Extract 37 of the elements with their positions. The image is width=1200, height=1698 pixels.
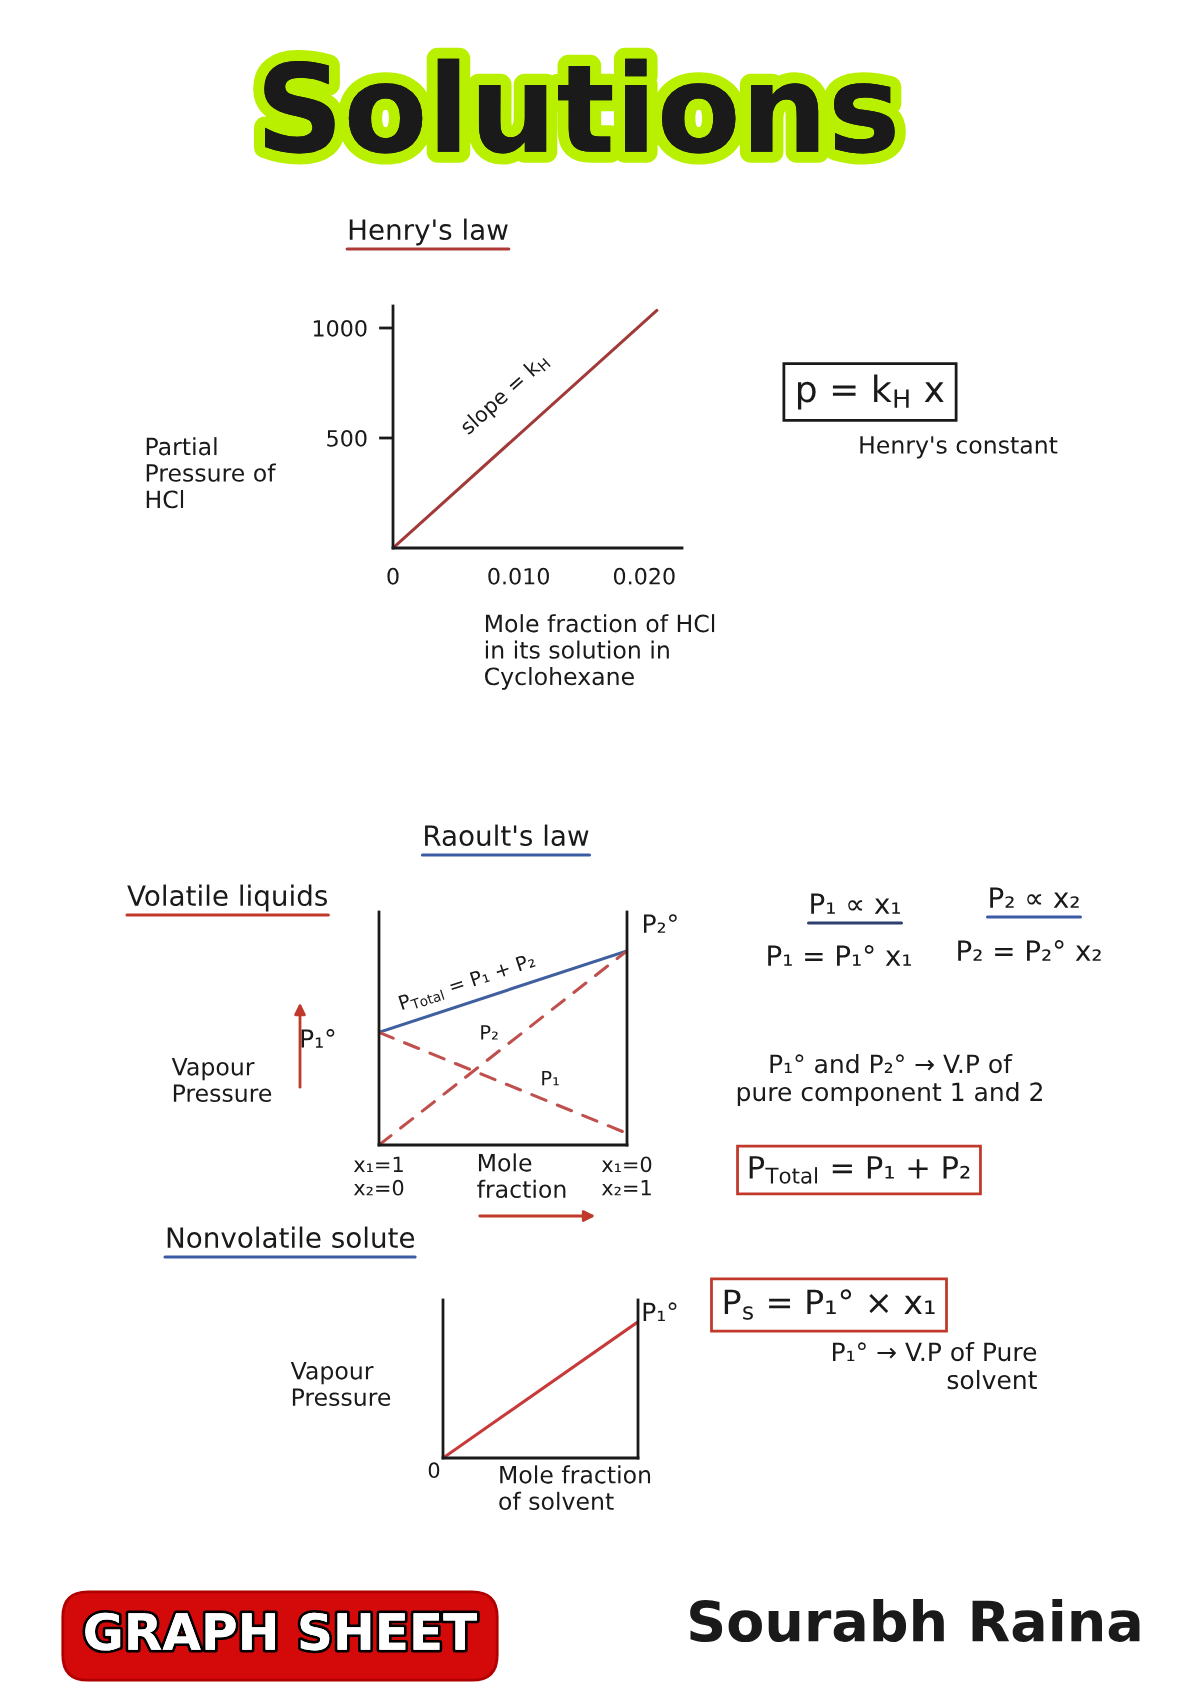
- x-axis-title: Mole fraction of HCl in its solution in Cyclohexane: [484, 614, 715, 690]
- x-tick-label: 0.010: [488, 567, 549, 585]
- y-tick-label: 1000: [313, 319, 367, 337]
- text: 0: [428, 1462, 440, 1479]
- x-tick-label: 0.020: [613, 567, 675, 585]
- text: P₂ ∝ x₂: [990, 887, 1079, 908]
- text: P₁ ∝ x₁: [811, 893, 900, 914]
- text: P₁°: [643, 1302, 677, 1321]
- text: P$_{Total}$ = P₁ + P₂: [398, 952, 537, 1013]
- y-axis-title: Partial Pressure of HCl: [146, 437, 276, 509]
- text: Henry's constant: [860, 436, 1058, 459]
- annotation: slope = k$_{H}$: [458, 351, 552, 439]
- annotation: P₂°: [643, 914, 677, 933]
- text: P₁ = P₁° x₁: [768, 945, 911, 966]
- annotation: P₁°: [301, 1029, 335, 1048]
- text: P₁° → V.P of Pure solvent: [833, 1341, 1037, 1390]
- y-axis-title: Vapour Pressure: [290, 1362, 391, 1407]
- x-axis-title: Mole fraction: [477, 1153, 566, 1199]
- x-tick-label: x₁=0 x₂=1: [601, 1156, 652, 1196]
- x-tick-label: x₁=1 x₂=0: [353, 1156, 404, 1196]
- text: P$_{Total}$ = P₁ + P₂: [749, 1156, 970, 1184]
- chart-subtitle: Volatile liquids: [127, 884, 327, 912]
- chart-subtitle: Henry's law: [349, 218, 508, 246]
- chart-title: Nonvolatile solute: [167, 1226, 415, 1249]
- text: Sourabh Raina: [690, 1599, 1140, 1643]
- series-label: P₂: [481, 1025, 498, 1040]
- annotation: P₁° and P₂° → V.P of pure component 1 and 2: [737, 1053, 1042, 1107]
- chart-title: Raoult's law: [425, 824, 589, 847]
- x-tick-label: 0: [387, 567, 399, 585]
- x-axis-title: Mole fraction of solvent: [499, 1465, 651, 1511]
- y-tick-label: 500: [327, 429, 367, 447]
- y-axis-title: Vapour Pressure: [171, 1058, 272, 1103]
- text: P₂ = P₂° x₂: [958, 940, 1101, 961]
- series-label: P₁: [542, 1071, 559, 1086]
- text: GRAPH SHEET: [85, 1612, 477, 1651]
- text: P$_{s}$ = P₁° × x₁: [724, 1289, 935, 1320]
- text: p = k$_{H}$ x: [797, 374, 944, 410]
